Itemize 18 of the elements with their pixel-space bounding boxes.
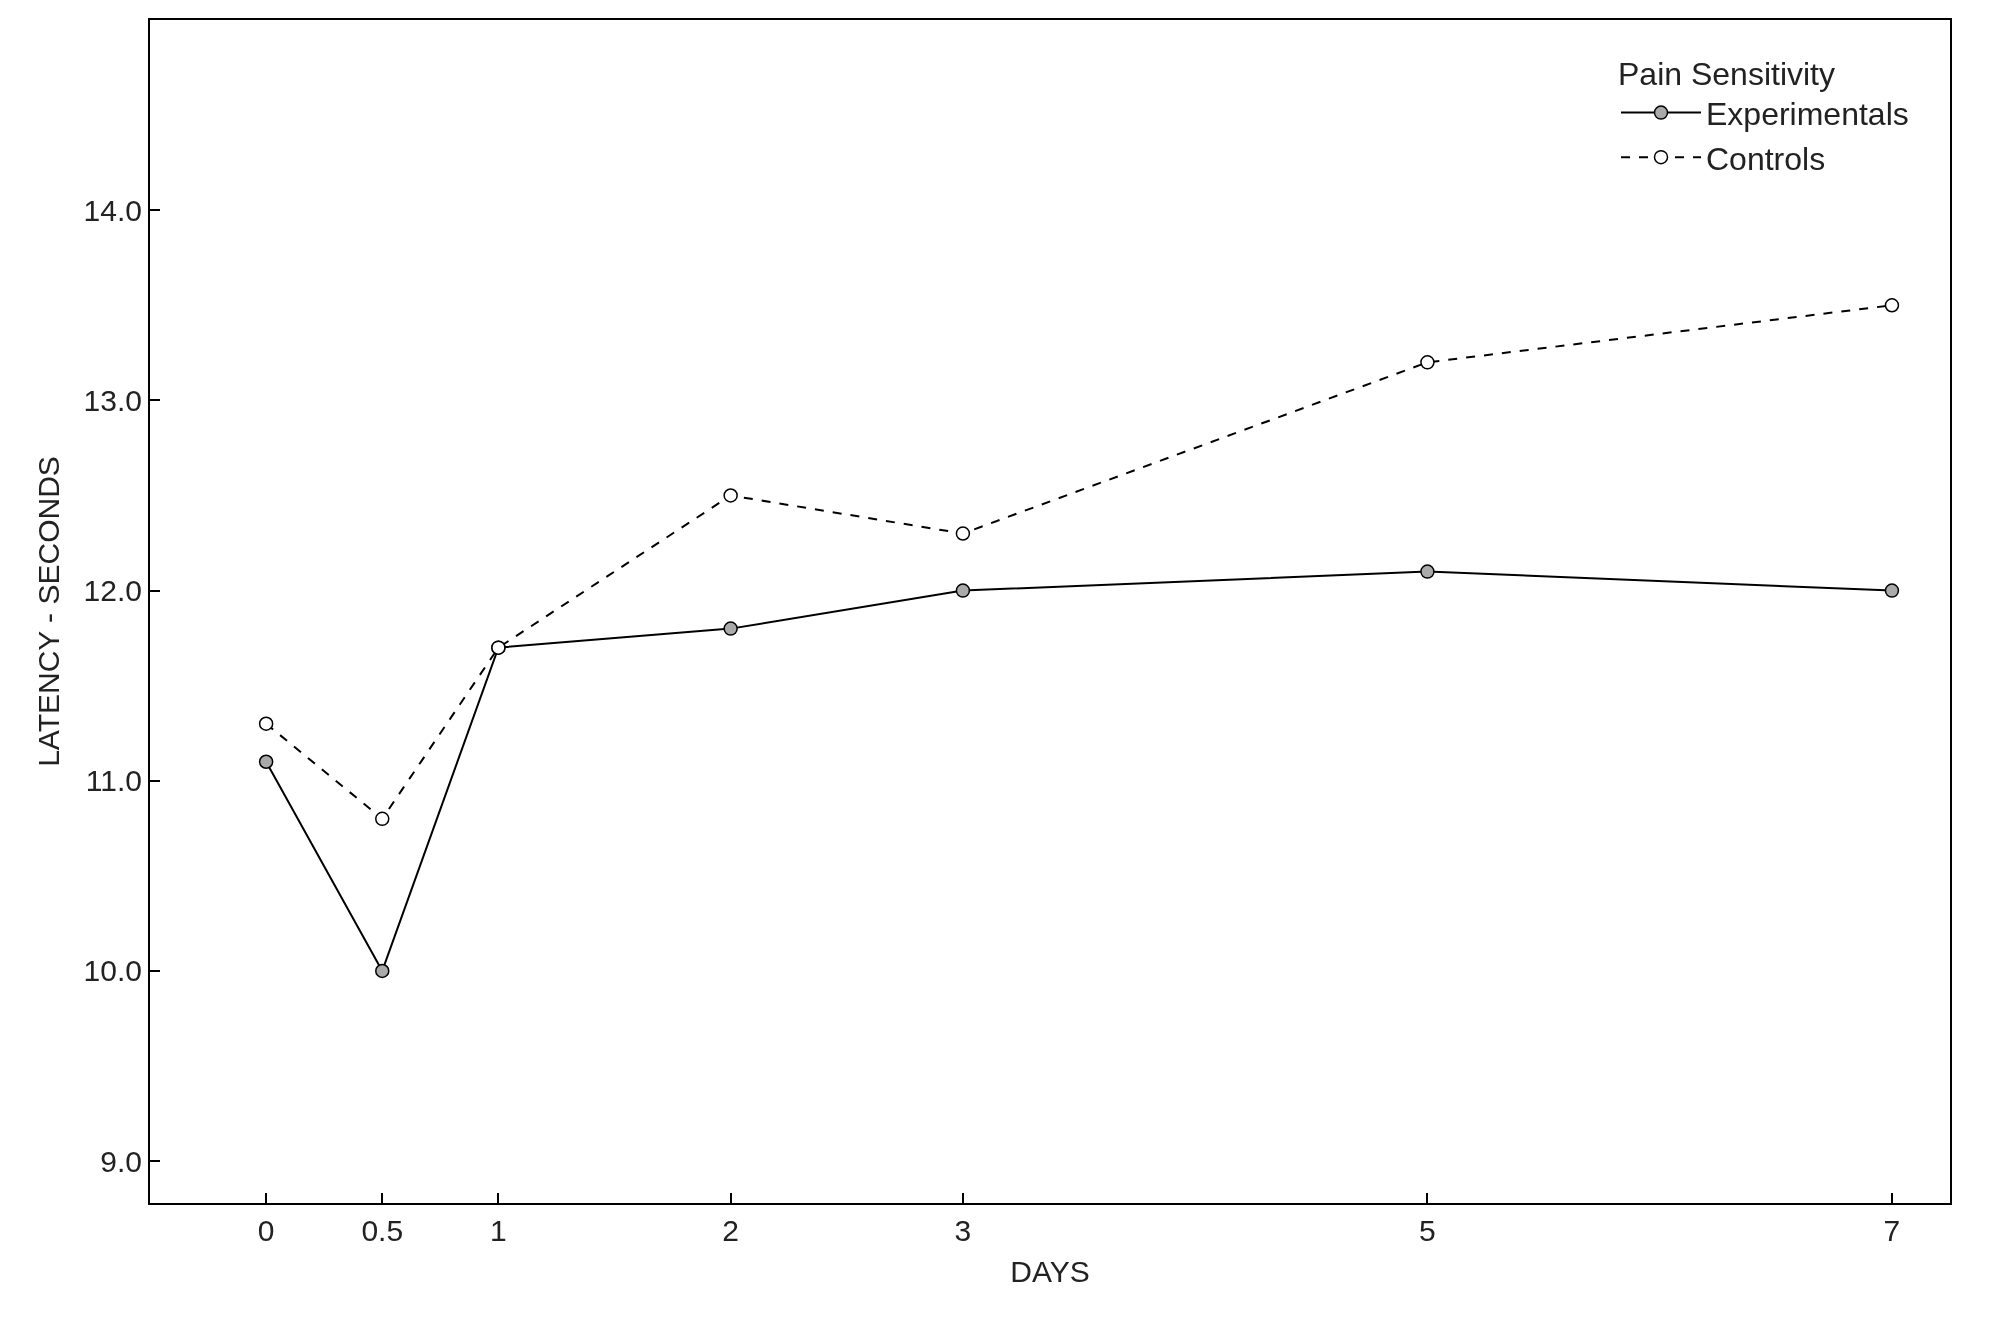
y-tick-label: 13.0 [83, 383, 142, 417]
y-axis-title: LATENCY - SECONDS [32, 456, 66, 767]
legend-label: Controls [1706, 140, 1826, 177]
y-tick-label: 11.0 [85, 764, 142, 798]
y-tick-label: 9.0 [100, 1144, 142, 1178]
legend-label: Experimentals [1706, 96, 1909, 133]
x-tick-label: 5 [1419, 1214, 1436, 1247]
x-tick-label: 3 [954, 1214, 972, 1247]
x-tick-label: 0 [257, 1214, 275, 1247]
x-tick-label: 7 [1883, 1214, 1901, 1247]
y-tick-label: 10.0 [83, 954, 142, 988]
x-axis-title: DAYS [1010, 1255, 1090, 1288]
x-tick-label: 2 [722, 1214, 739, 1247]
x-tick-label: 0.5 [361, 1214, 404, 1247]
x-tick-label: 1 [490, 1214, 507, 1247]
y-tick-label: 14.0 [83, 193, 142, 227]
legend-title: Pain Sensitivity [1618, 56, 1835, 93]
y-tick-label: 12.0 [83, 574, 142, 608]
